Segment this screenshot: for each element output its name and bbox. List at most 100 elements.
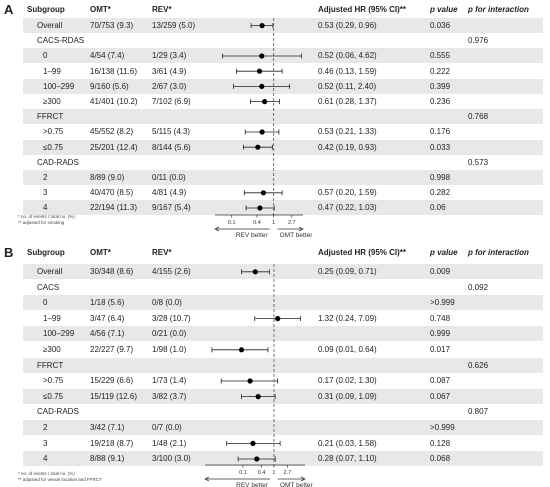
table-row: 0 1/18 (5.6) 0/8 (0.0) >0.999 [23,295,543,311]
x-tick-label: 1 [272,470,275,476]
subgroup-label: 0 [43,298,48,308]
column-header-rev: REV* [152,248,172,257]
hr-value: 0.52 (0.06, 4.62) [318,51,377,61]
subgroup-label: 0 [43,51,48,61]
x-tick-label: 1 [272,220,275,226]
column-header-p-interaction: p for interaction [468,5,529,14]
subgroup-label: 2 [43,423,48,432]
p-value: 0.017 [430,345,451,354]
column-header-adjusted-hr: Adjusted HR (95% CI)** [318,248,407,257]
p-value: 0.222 [430,66,451,76]
column-header-omt: OMT* [90,248,111,257]
omt-value: 3/47 (6.4) [90,313,125,323]
hr-value: 0.21 (0.03, 1.58) [318,438,377,448]
table-row: CACS-RDAS 0.976 [23,33,543,48]
subgroup-label: FFRCT [37,360,64,370]
p-value: >0.999 [430,423,455,432]
direction-label-left: REV better [236,482,269,487]
subgroup-label: 100–299 [43,329,75,339]
rev-value: 3/100 (3.0) [152,454,191,464]
x-tick-label: 0.1 [239,470,247,476]
table-row: >0.75 45/552 (8.2) 5/115 (4.3) 0.53 (0.21, … [23,124,543,139]
subgroup-label: ≥300 [43,345,61,354]
rev-value: 3/28 (10.7) [152,313,191,323]
column-header-omt: OMT* [90,5,111,14]
column-header-p-interaction: p for interaction [468,248,529,257]
omt-value: 22/227 (9.7) [90,345,134,354]
omt-value: 45/552 (8.2) [90,127,134,137]
column-header-p-value: p value [430,5,458,14]
hr-value: 0.47 (0.22, 1.03) [318,203,377,213]
table-row: 1–99 16/138 (11.6) 3/61 (4.9) 0.46 (0.13, 1… [23,64,543,79]
rev-value: 0/21 (0.0) [152,329,187,339]
table-row: 4 8/88 (9.1) 3/100 (3.0) 0.28 (0.07, 1.10) 0… [23,451,543,467]
p-value: 0.087 [430,376,451,386]
p-interaction-value: 0.976 [468,36,489,46]
hr-value: 0.25 (0.09, 0.71) [318,267,377,276]
omt-value: 8/89 (9.0) [90,173,125,182]
rev-value: 4/81 (4.9) [152,188,187,198]
panel-label: B [4,245,14,260]
omt-value: 16/138 (11.6) [90,66,137,76]
x-tick-label: 0.4 [258,470,266,476]
table-row: 100–299 9/160 (5.6) 2/67 (3.0) 0.52 (0.11, … [23,78,543,94]
table-row: CAD-RADS 0.807 [23,404,543,419]
omt-value: 70/753 (9.3) [90,21,134,30]
p-interaction-value: 0.807 [468,407,489,417]
arrow-head-right [298,226,304,232]
arrow-head-right [300,476,306,482]
p-value: 0.998 [430,173,451,182]
subgroup-label: CACS [37,282,60,292]
omt-value: 19/218 (8.7) [90,438,134,448]
x-tick-label: 0.4 [253,220,261,226]
hr-value: 1.32 (0.24, 7.09) [318,313,377,323]
panel-label: A [4,2,14,17]
rev-value: 0/7 (0.0) [152,423,182,432]
subgroup-label: ≤0.75 [43,142,63,152]
p-value: 0.068 [430,454,451,464]
forest-plot-panel-b: B Subgroup OMT* REV* Adjusted HR (95% CI… [0,243,550,487]
column-header-adjusted-hr: Adjusted HR (95% CI)** [318,5,407,14]
rev-value: 4/155 (2.6) [152,267,191,276]
rev-value: 3/82 (3.7) [152,391,187,401]
subgroup-label: 4 [43,203,48,213]
rev-value: 2/67 (3.0) [152,81,187,91]
x-tick-label: 0.1 [228,220,236,226]
hr-value: 0.42 (0.19, 0.93) [318,142,377,152]
p-value: 0.06 [430,203,446,213]
footnote: * no. of events / total no. (%) [18,471,75,476]
subgroup-label: 100–299 [43,81,75,91]
hr-value: 0.28 (0.07, 1.10) [318,454,377,464]
omt-value: 3/42 (7.1) [90,423,125,432]
subgroup-label: Overall [37,21,63,30]
x-tick-label: 2.7 [288,220,296,226]
p-value: 0.009 [430,267,451,276]
rev-value: 13/259 (5.0) [152,21,196,30]
table-row: >0.75 15/229 (6.6) 1/73 (1.4) 0.17 (0.02, 1… [23,373,543,388]
rev-value: 0/8 (0.0) [152,298,182,308]
rev-value: 7/102 (6.9) [152,97,191,106]
subgroup-label: >0.75 [43,127,64,137]
direction-label-right: OMT better [280,232,314,239]
omt-value: 15/229 (6.6) [90,376,134,386]
table-row: 2 8/89 (9.0) 0/11 (0.0) 0.998 [23,170,543,185]
omt-value: 30/348 (8.6) [90,267,134,276]
rev-value: 3/61 (4.9) [152,66,187,76]
rev-value: 5/115 (4.3) [152,127,191,137]
subgroup-label: 3 [43,188,48,198]
rev-value: 0/11 (0.0) [152,173,186,182]
x-tick-label: 2.7 [284,470,292,476]
hr-value: 0.46 (0.13, 1.59) [318,66,377,76]
omt-value: 22/194 (11.3) [90,203,137,213]
table-row: 3 19/218 (8.7) 1/48 (2.1) 0.21 (0.03, 1.58)… [23,436,543,451]
rev-value: 9/167 (5.4) [152,203,191,213]
direction-label-right: OMT better [280,482,314,487]
table-row: Overall 70/753 (9.3) 13/259 (5.0) 0.53 (0.2… [23,18,543,33]
p-interaction-value: 0.573 [468,157,489,167]
p-value: 0.999 [430,329,451,339]
forest-plot-panel-a: A Subgroup OMT* REV* Adjusted HR (95% CI… [0,0,550,243]
table-row: FFRCT 0.768 [23,109,543,125]
rev-value: 1/29 (3.4) [152,51,187,61]
p-value: >0.999 [430,298,455,308]
p-value: 0.748 [430,313,451,323]
